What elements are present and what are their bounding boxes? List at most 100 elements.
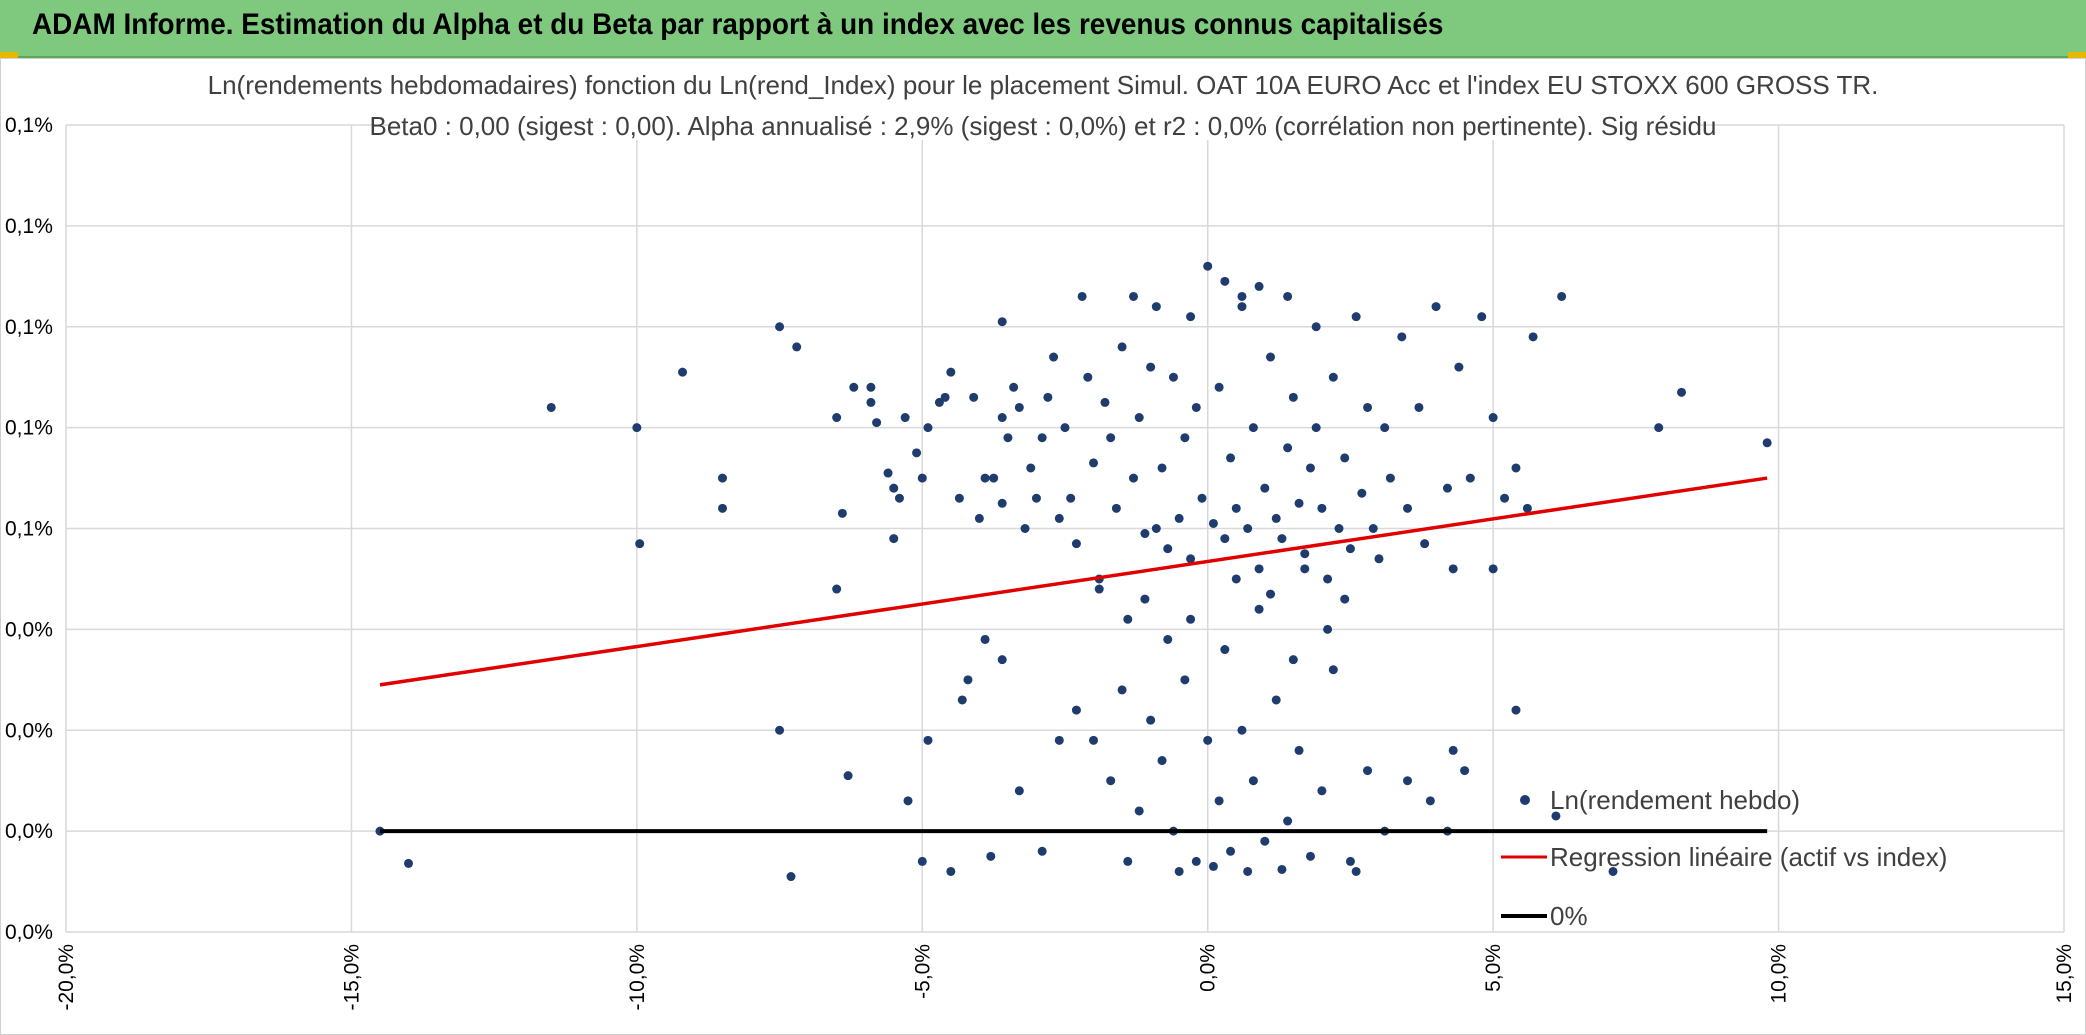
x-tick-label: 5,0% bbox=[1482, 944, 1505, 992]
data-point bbox=[1283, 816, 1293, 826]
data-point bbox=[1608, 866, 1618, 876]
data-point bbox=[1300, 549, 1310, 559]
data-point bbox=[1277, 534, 1287, 544]
data-point bbox=[872, 418, 882, 428]
legend-label-regression: Regression linéaire (actif vs index) bbox=[1550, 842, 1947, 872]
data-point bbox=[989, 473, 999, 483]
data-point bbox=[1380, 423, 1390, 433]
data-point bbox=[1163, 544, 1173, 554]
data-point bbox=[923, 735, 933, 745]
data-point bbox=[1231, 503, 1241, 513]
data-point bbox=[632, 423, 642, 433]
chart-frame: Ln(rendements hebdomadaires) fonction du… bbox=[0, 58, 2086, 1035]
data-point bbox=[1511, 463, 1521, 473]
data-point bbox=[1191, 402, 1201, 412]
legend: Ln(rendement hebdo) Regression linéaire … bbox=[1501, 785, 1947, 931]
data-point bbox=[1071, 705, 1081, 715]
data-point bbox=[1226, 846, 1236, 856]
data-point bbox=[546, 402, 556, 412]
data-point bbox=[889, 483, 899, 493]
data-point bbox=[1271, 695, 1281, 705]
data-point bbox=[1448, 745, 1458, 755]
data-point bbox=[1226, 453, 1236, 463]
data-point bbox=[1151, 524, 1161, 533]
data-point bbox=[1277, 864, 1287, 874]
data-point bbox=[1677, 387, 1687, 397]
x-tick-label: -10,0% bbox=[626, 944, 649, 1011]
data-point bbox=[1146, 362, 1156, 372]
data-point bbox=[792, 342, 802, 352]
data-point bbox=[1351, 866, 1361, 876]
data-point bbox=[1003, 433, 1013, 443]
data-point bbox=[1283, 291, 1293, 301]
data-point bbox=[894, 493, 904, 503]
data-point bbox=[980, 634, 990, 644]
data-point bbox=[889, 534, 899, 544]
data-point bbox=[1288, 655, 1298, 665]
data-point bbox=[1488, 564, 1498, 574]
grid-layer bbox=[65, 124, 2065, 933]
data-point bbox=[1174, 513, 1184, 523]
data-point bbox=[1231, 574, 1241, 584]
data-point bbox=[1134, 806, 1144, 816]
data-point bbox=[1431, 302, 1441, 312]
data-point bbox=[775, 725, 785, 735]
data-point bbox=[1454, 362, 1464, 372]
data-point bbox=[1266, 589, 1276, 599]
data-point bbox=[1237, 725, 1247, 735]
data-point bbox=[1414, 402, 1424, 412]
data-point bbox=[1106, 433, 1116, 443]
data-point bbox=[1311, 423, 1321, 433]
data-point bbox=[775, 322, 785, 332]
data-point bbox=[997, 655, 1007, 665]
y-tick-label: 0,1% bbox=[5, 316, 53, 339]
data-point bbox=[1100, 397, 1110, 407]
data-point bbox=[1140, 529, 1150, 539]
data-point bbox=[1460, 766, 1470, 776]
data-point bbox=[1345, 544, 1355, 554]
data-point bbox=[1037, 433, 1047, 443]
data-point bbox=[1363, 402, 1373, 412]
y-tick-label: 0,1% bbox=[5, 417, 53, 440]
data-point bbox=[1220, 645, 1230, 655]
data-point bbox=[1420, 539, 1430, 549]
data-point bbox=[1180, 675, 1190, 685]
data-point bbox=[1129, 473, 1139, 483]
data-point bbox=[1014, 786, 1024, 796]
data-point bbox=[1403, 503, 1413, 513]
data-point bbox=[1060, 423, 1070, 433]
data-point bbox=[1071, 539, 1081, 549]
data-point bbox=[678, 367, 688, 377]
data-point bbox=[1191, 856, 1201, 866]
x-tick-label: 15,0% bbox=[2053, 944, 2076, 1004]
data-point bbox=[1254, 281, 1264, 291]
data-point bbox=[963, 675, 973, 685]
data-point bbox=[980, 473, 990, 483]
data-point bbox=[1220, 534, 1230, 544]
data-point bbox=[917, 473, 927, 483]
legend-label-zero: 0% bbox=[1550, 901, 1588, 931]
data-point bbox=[1363, 766, 1373, 776]
data-point bbox=[1442, 483, 1452, 493]
data-point bbox=[946, 866, 956, 876]
data-point bbox=[1089, 735, 1099, 745]
data-point bbox=[1208, 861, 1218, 871]
data-point bbox=[1186, 614, 1196, 624]
data-point bbox=[1305, 463, 1315, 473]
data-point bbox=[1157, 756, 1167, 766]
data-point bbox=[1186, 554, 1196, 564]
data-point bbox=[1448, 564, 1458, 574]
data-point bbox=[1020, 524, 1030, 533]
data-point bbox=[1260, 836, 1270, 846]
data-point bbox=[1425, 796, 1435, 806]
data-point bbox=[1288, 392, 1298, 402]
data-point bbox=[832, 413, 842, 423]
data-point bbox=[404, 858, 414, 868]
data-point bbox=[1089, 458, 1099, 468]
data-point bbox=[717, 503, 727, 513]
data-point bbox=[946, 367, 956, 377]
data-point bbox=[1111, 503, 1121, 513]
data-point bbox=[1254, 564, 1264, 574]
data-point bbox=[1528, 332, 1538, 342]
data-point bbox=[1151, 302, 1161, 312]
